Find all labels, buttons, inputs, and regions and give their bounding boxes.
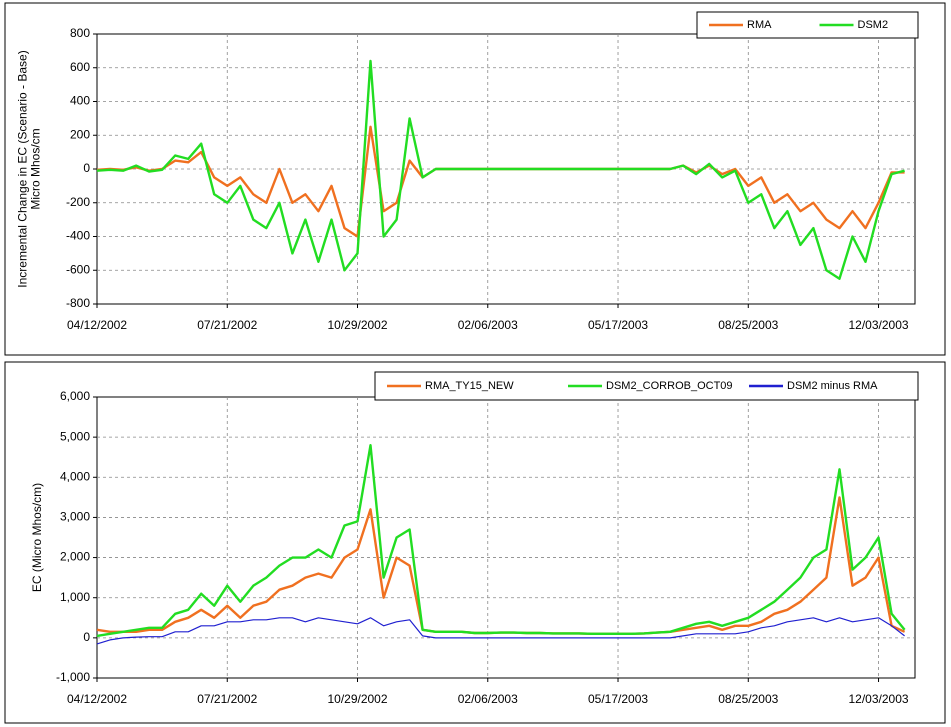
y-tick-label: 5,000 [60, 429, 90, 443]
x-tick-label: 12/03/2003 [848, 692, 908, 706]
y-tick-label: -600 [66, 262, 90, 276]
legend-box [374, 371, 919, 401]
y-tick-label: 0 [83, 161, 90, 175]
y-axis-label: EC (Micro Mhos/cm) [30, 483, 44, 592]
y-tick-label: -400 [66, 229, 90, 243]
x-tick-label: 07/21/2002 [197, 692, 257, 706]
x-tick-label: 07/21/2002 [197, 318, 257, 332]
y-tick-label: 3,000 [60, 510, 90, 524]
y-tick-label: 2,000 [60, 550, 90, 564]
legend-label: RMA [747, 19, 772, 31]
y-tick-label: 4,000 [60, 469, 90, 483]
legend-label: DSM2 minus RMA [787, 380, 878, 392]
series-line [96, 444, 906, 638]
x-tick-label: 12/03/2003 [848, 318, 908, 332]
y-tick-label: 6,000 [60, 389, 90, 403]
y-tick-label: 400 [70, 94, 90, 108]
x-tick-label: 10/29/2002 [327, 692, 387, 706]
x-tick-label: 05/17/2003 [588, 692, 648, 706]
y-axis-label: Micro Mhos/cm [29, 128, 43, 209]
series-line [96, 617, 905, 645]
y-tick-label: -800 [66, 296, 90, 310]
y-axis-label: Incremental Change in EC (Scenario - Bas… [16, 50, 30, 287]
legend-label: DSM2 [858, 19, 889, 31]
x-tick-label: 08/25/2003 [718, 692, 778, 706]
y-tick-label: -200 [66, 195, 90, 209]
legend-label: RMA_TY15_NEW [425, 380, 514, 392]
x-tick-label: 08/25/2003 [718, 318, 778, 332]
x-tick-label: 02/06/2003 [458, 692, 518, 706]
x-tick-label: 04/12/2002 [67, 318, 127, 332]
y-tick-label: 600 [70, 60, 90, 74]
legend-label: DSM2_CORROB_OCT09 [606, 380, 733, 392]
x-tick-label: 10/29/2002 [327, 318, 387, 332]
y-tick-label: 200 [70, 127, 90, 141]
x-tick-label: 04/12/2002 [67, 692, 127, 706]
plot-area [96, 396, 916, 679]
x-tick-label: 05/17/2003 [588, 318, 648, 332]
series-line [96, 59, 905, 280]
y-tick-label: 800 [70, 26, 90, 40]
y-tick-label: -1,000 [56, 670, 90, 684]
y-tick-label: 1,000 [60, 590, 90, 604]
x-tick-label: 02/06/2003 [458, 318, 518, 332]
y-tick-label: 0 [83, 630, 90, 644]
